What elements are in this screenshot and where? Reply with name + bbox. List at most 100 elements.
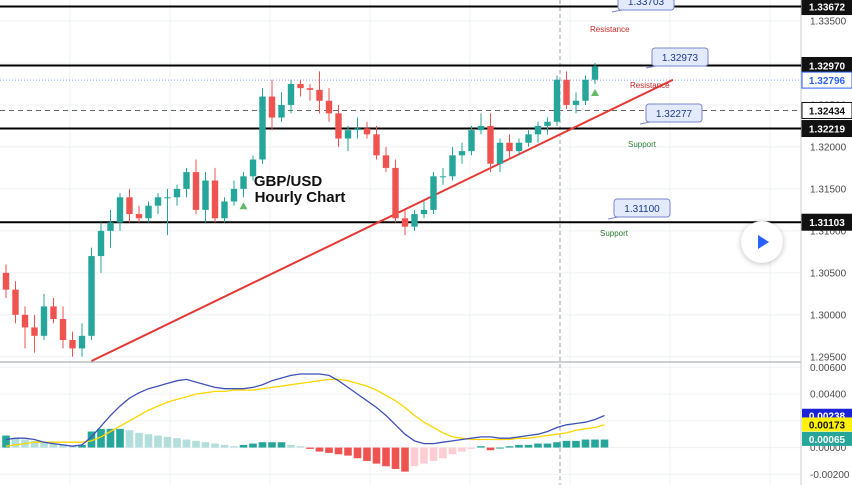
histogram-bar — [78, 444, 86, 448]
histogram-bar — [154, 435, 162, 448]
histogram-bar — [144, 434, 153, 448]
signal-line — [5, 378, 605, 447]
histogram-bar — [562, 440, 571, 448]
histogram-bar — [268, 442, 276, 448]
macd-tick-label: 0.00000 — [810, 443, 847, 454]
candle — [563, 71, 570, 110]
histogram-bar — [296, 446, 305, 448]
histogram-bar — [277, 442, 286, 448]
candle — [382, 146, 390, 173]
histogram-bar — [49, 443, 58, 448]
candle — [325, 88, 333, 122]
histogram-bar — [163, 436, 172, 448]
candle — [515, 138, 523, 156]
price-level-tag: 1.32970 — [801, 56, 852, 74]
price-tag-label: 1.32970 — [809, 61, 846, 72]
candle-body — [202, 180, 209, 210]
histogram-bar — [382, 447, 390, 467]
histogram-bar — [182, 439, 191, 448]
macd-tag-box — [802, 431, 852, 446]
candle-body — [544, 121, 551, 126]
candle-body — [515, 142, 523, 152]
price-tag-box — [801, 101, 852, 119]
price-tick-label: 1.31000 — [810, 226, 847, 237]
histogram-bar — [344, 447, 352, 456]
histogram-bar — [201, 442, 210, 448]
histogram-bar — [220, 444, 229, 448]
callout-note: Support — [628, 140, 657, 149]
histogram-bar — [534, 443, 542, 448]
candle — [278, 92, 285, 122]
candle-body — [354, 128, 361, 131]
histogram-bar — [40, 442, 48, 448]
callout-label: 1.32277 — [656, 109, 693, 120]
price-tick-label: 1.30500 — [810, 268, 847, 279]
candle-body — [401, 218, 409, 227]
price-tag-box — [801, 213, 852, 231]
candle — [116, 193, 124, 231]
candle — [211, 167, 219, 223]
price-level-tag: 1.32796 — [801, 71, 852, 89]
histogram-bar — [125, 430, 134, 448]
candle-body — [335, 113, 342, 139]
callout-label: 1.33703 — [628, 0, 665, 8]
histogram-bar — [239, 444, 248, 448]
candle — [164, 188, 171, 236]
candle-body — [553, 79, 561, 122]
candle — [363, 121, 371, 139]
candle — [477, 113, 485, 135]
price-tag-label: 1.31103 — [809, 218, 845, 229]
callout-box — [617, 0, 675, 11]
price-tick-label: 1.31500 — [810, 184, 847, 195]
candle — [335, 104, 342, 147]
candle — [40, 293, 48, 341]
up-arrow-marker — [239, 202, 248, 210]
candle-body — [306, 88, 314, 90]
candle-body — [458, 151, 466, 156]
candle — [553, 75, 561, 126]
candle-body — [135, 214, 143, 219]
candle — [297, 79, 304, 97]
candle — [373, 125, 380, 160]
candle — [534, 121, 542, 143]
macd-tag-box — [802, 417, 852, 432]
histogram-bar — [97, 428, 105, 448]
candle-body — [439, 176, 447, 178]
candle — [506, 134, 513, 160]
histogram-bar — [30, 440, 39, 448]
candle-body — [373, 134, 380, 156]
histogram-bar — [581, 439, 590, 448]
histogram-bar — [477, 446, 485, 448]
candle — [183, 167, 190, 198]
histogram-bar — [211, 443, 219, 448]
macd-line — [5, 373, 605, 447]
candle — [287, 79, 295, 114]
candle — [221, 197, 228, 223]
candle — [202, 172, 209, 223]
candle — [2, 264, 10, 299]
candle — [268, 79, 276, 131]
play-button[interactable] — [741, 221, 783, 263]
histogram-bar — [524, 444, 533, 448]
candle-body — [563, 79, 570, 105]
histogram-bar — [116, 428, 124, 448]
candle — [69, 331, 76, 357]
candles — [2, 62, 599, 357]
candle — [430, 172, 437, 215]
candle-body — [411, 214, 418, 227]
price-level-tag: 1.31103 — [801, 213, 852, 231]
candle-body — [572, 100, 580, 105]
candle-body — [240, 176, 247, 189]
price-tag-box — [801, 0, 852, 16]
histogram-bar — [87, 431, 96, 448]
candle-body — [392, 167, 399, 219]
callout-label: 1.31100 — [624, 204, 660, 215]
candle — [582, 75, 589, 105]
histogram-bar — [249, 443, 257, 448]
candle-body — [183, 172, 190, 189]
price-tag-label: 1.32434 — [809, 106, 846, 117]
candle-body — [221, 201, 228, 219]
price-tick-label: 1.30000 — [810, 310, 847, 321]
candle — [31, 314, 38, 353]
